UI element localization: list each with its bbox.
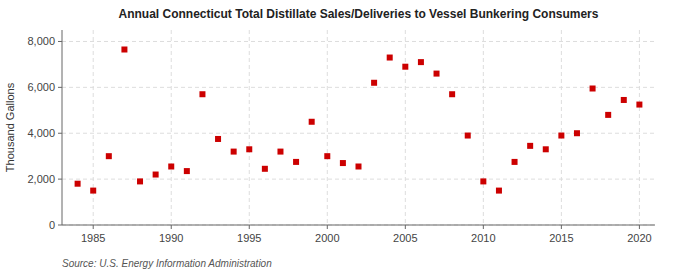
- tick-mark: [58, 87, 62, 88]
- point: [434, 71, 440, 77]
- point: [496, 188, 502, 194]
- point: [605, 112, 611, 118]
- point: [543, 146, 549, 152]
- point: [324, 153, 330, 159]
- point: [262, 166, 268, 172]
- point: [215, 136, 221, 142]
- point: [636, 102, 642, 108]
- grid-line: [639, 30, 640, 225]
- tick-label: 2000: [315, 232, 339, 244]
- tick-label: 2,000: [27, 173, 55, 185]
- point: [356, 164, 362, 170]
- point: [309, 119, 315, 125]
- point: [527, 143, 533, 149]
- tick-label: 1985: [81, 232, 105, 244]
- tick-label: 1990: [159, 232, 183, 244]
- point: [371, 80, 377, 86]
- source-note: Source: U.S. Energy Information Administ…: [62, 258, 272, 269]
- point: [293, 159, 299, 165]
- point: [90, 188, 96, 194]
- point: [512, 159, 518, 165]
- grid-line: [483, 30, 484, 225]
- title: Annual Connecticut Total Distillate Sale…: [119, 7, 599, 21]
- x-axis-line: [62, 225, 655, 226]
- point: [480, 178, 486, 184]
- grid-line: [327, 30, 328, 225]
- point: [231, 149, 237, 155]
- tick-label: 6,000: [27, 81, 55, 93]
- tick-mark: [58, 225, 62, 226]
- tick-mark: [327, 225, 328, 229]
- point: [184, 168, 190, 174]
- grid-line: [62, 41, 655, 42]
- point: [558, 133, 564, 139]
- tick-label: 1995: [237, 232, 261, 244]
- tick-mark: [561, 225, 562, 229]
- tick-label: 2010: [471, 232, 495, 244]
- grid: [62, 30, 655, 225]
- chart: Annual Connecticut Total Distillate Sale…: [0, 0, 675, 275]
- point: [387, 55, 393, 61]
- axes: 0 2,000 4,000 6,000 8,000 1985 1990 1995 2000 200…: [27, 30, 655, 244]
- tick-label: 0: [49, 219, 55, 231]
- tick-mark: [171, 225, 172, 229]
- point: [199, 91, 205, 97]
- point: [246, 146, 252, 152]
- point: [418, 59, 424, 65]
- tick-label: 2005: [393, 232, 417, 244]
- grid-line: [62, 87, 655, 88]
- point: [402, 64, 408, 70]
- point: [590, 86, 596, 92]
- tick-mark: [249, 225, 250, 229]
- tick-mark: [58, 41, 62, 42]
- tick-mark: [405, 225, 406, 229]
- tick-label: 4,000: [27, 127, 55, 139]
- y-axis-label: Thousand Gallons: [4, 82, 16, 172]
- tick-mark: [483, 225, 484, 229]
- point: [75, 181, 81, 187]
- tick-label: 2015: [549, 232, 573, 244]
- tick-label: 8,000: [27, 35, 55, 47]
- grid-line: [62, 179, 655, 180]
- grid-line: [93, 30, 94, 225]
- tick-mark: [639, 225, 640, 229]
- points: [75, 47, 643, 194]
- point: [106, 153, 112, 159]
- grid-line: [171, 30, 172, 225]
- point: [168, 164, 174, 170]
- tick-mark: [58, 179, 62, 180]
- grid-line: [62, 225, 655, 226]
- grid-line: [249, 30, 250, 225]
- point: [449, 91, 455, 97]
- point: [121, 47, 127, 53]
- point: [277, 149, 283, 155]
- tick-label: 2020: [627, 232, 651, 244]
- grid-line: [561, 30, 562, 225]
- point: [340, 160, 346, 166]
- grid-line: [405, 30, 406, 225]
- y-axis-line: [62, 30, 63, 225]
- tick-mark: [58, 133, 62, 134]
- grid-line: [62, 133, 655, 134]
- tick-mark: [93, 225, 94, 229]
- point: [621, 97, 627, 103]
- point: [574, 130, 580, 136]
- point: [465, 133, 471, 139]
- point: [137, 178, 143, 184]
- point: [153, 172, 159, 178]
